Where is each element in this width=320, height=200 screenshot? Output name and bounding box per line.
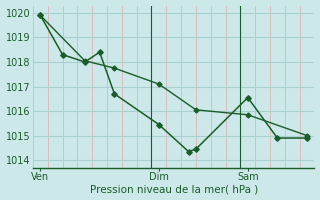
X-axis label: Pression niveau de la mer( hPa ): Pression niveau de la mer( hPa ): [90, 184, 258, 194]
